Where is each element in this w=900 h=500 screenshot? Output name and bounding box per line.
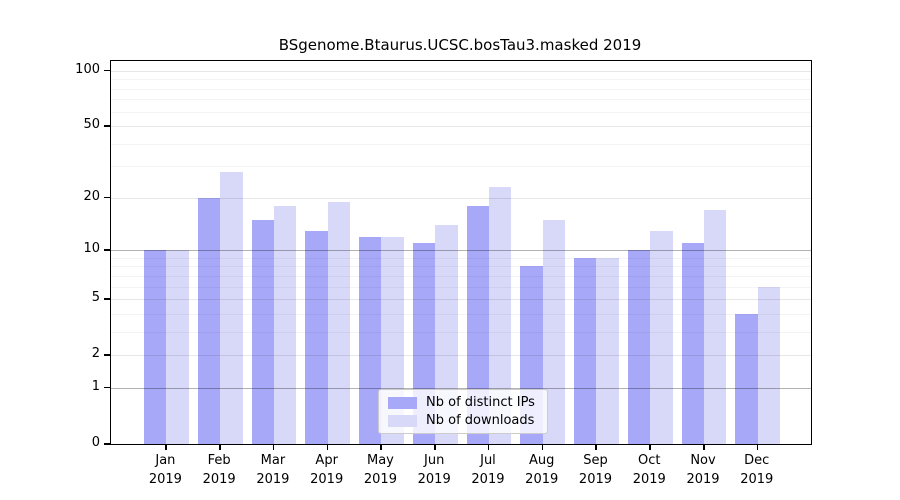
x-tick-feb bbox=[219, 445, 221, 450]
legend-label-downloads: Nb of downloads bbox=[426, 413, 535, 428]
y-tick-1 bbox=[104, 386, 110, 389]
y-tick-label-10: 10 bbox=[83, 241, 100, 257]
gridline-3 bbox=[111, 331, 811, 333]
bar-downloads-oct bbox=[650, 230, 673, 444]
bar-downloads-jan bbox=[166, 250, 189, 444]
gridline-80 bbox=[111, 88, 811, 90]
bar-distinct-ips-jul bbox=[466, 205, 489, 444]
y-tick-label-20: 20 bbox=[83, 188, 100, 204]
x-tick-label-jul: Jul 2019 bbox=[471, 453, 505, 487]
gridline-9 bbox=[111, 257, 811, 259]
y-tick-label-2: 2 bbox=[91, 346, 100, 362]
gridline-30 bbox=[111, 166, 811, 168]
bar-downloads-mar bbox=[273, 205, 297, 444]
y-tick-10 bbox=[104, 249, 110, 251]
gridline-70 bbox=[111, 99, 811, 101]
gridline-40 bbox=[111, 143, 811, 145]
x-tick-sep bbox=[595, 445, 597, 450]
x-tick-may bbox=[380, 445, 382, 450]
legend-row-distinct-ips: Nb of distinct IPs bbox=[388, 395, 535, 410]
plot-area bbox=[110, 60, 812, 445]
y-tick-label-50: 50 bbox=[83, 117, 100, 133]
x-tick-label-sep: Sep 2019 bbox=[578, 453, 613, 487]
legend: Nb of distinct IPs Nb of downloads bbox=[378, 389, 548, 434]
y-tick-label-0: 0 bbox=[91, 435, 100, 450]
x-tick-mar bbox=[272, 445, 275, 450]
legend-row-downloads: Nb of downloads bbox=[388, 413, 535, 428]
bar-distinct-ips-mar bbox=[251, 219, 274, 444]
bar-distinct-ips-sep bbox=[574, 257, 597, 444]
bar-downloads-sep bbox=[596, 257, 619, 444]
bar-downloads-jul bbox=[488, 187, 512, 444]
gridline-2 bbox=[111, 355, 811, 357]
x-tick-label-dec: Dec 2019 bbox=[740, 453, 774, 487]
x-tick-nov bbox=[703, 445, 705, 450]
x-tick-aug bbox=[541, 445, 544, 450]
x-tick-jun bbox=[434, 445, 436, 450]
x-tick-label-feb: Feb 2019 bbox=[202, 453, 236, 487]
y-tick-label-5: 5 bbox=[91, 290, 100, 306]
gridline-10 bbox=[111, 250, 811, 252]
gridline-7 bbox=[111, 275, 811, 277]
legend-swatch-downloads bbox=[388, 414, 417, 427]
chart-title: BSgenome.Btaurus.UCSC.bosTau3.masked 201… bbox=[278, 36, 642, 54]
x-tick-label-mar: Mar 2019 bbox=[256, 453, 290, 487]
x-tick-label-may: May 2019 bbox=[363, 453, 397, 487]
gridline-5 bbox=[111, 299, 811, 301]
y-tick-label-1: 1 bbox=[91, 378, 100, 394]
y-tick-0 bbox=[104, 443, 110, 445]
x-tick-dec bbox=[756, 445, 759, 450]
x-tick-label-oct: Oct 2019 bbox=[632, 453, 666, 487]
x-tick-oct bbox=[649, 445, 651, 450]
legend-label-distinct-ips: Nb of distinct IPs bbox=[426, 395, 535, 410]
legend-swatch-distinct-ips bbox=[388, 396, 417, 409]
gridline-90 bbox=[111, 79, 811, 81]
bar-downloads-dec bbox=[757, 286, 781, 444]
x-tick-label-apr: Apr 2019 bbox=[310, 453, 344, 487]
x-tick-jul bbox=[487, 445, 490, 450]
y-tick-20 bbox=[104, 196, 110, 199]
gridline-20 bbox=[111, 197, 811, 199]
bar-downloads-apr bbox=[327, 201, 351, 444]
bar-distinct-ips-dec bbox=[735, 313, 758, 444]
bar-distinct-ips-oct bbox=[627, 250, 651, 444]
gridline-100 bbox=[111, 70, 811, 72]
bar-distinct-ips-nov bbox=[681, 243, 704, 444]
bar-distinct-ips-may bbox=[359, 236, 382, 444]
x-tick-label-nov: Nov 2019 bbox=[686, 453, 720, 487]
gridline-60 bbox=[111, 111, 811, 113]
x-tick-apr bbox=[326, 445, 329, 450]
y-tick-100 bbox=[104, 69, 110, 72]
gridline-1 bbox=[111, 387, 811, 389]
gridline-8 bbox=[111, 266, 811, 268]
x-tick-label-aug: Aug 2019 bbox=[525, 453, 559, 487]
gridline-6 bbox=[111, 286, 811, 288]
x-tick-label-jan: Jan 2019 bbox=[148, 453, 182, 487]
bar-distinct-ips-jan bbox=[144, 250, 167, 444]
x-tick-label-jun: Jun 2019 bbox=[417, 453, 451, 487]
y-tick-2 bbox=[104, 354, 110, 356]
y-tick-50 bbox=[104, 125, 110, 127]
bar-distinct-ips-apr bbox=[305, 230, 328, 444]
bar-downloads-nov bbox=[704, 210, 727, 444]
bar-downloads-feb bbox=[220, 171, 243, 444]
gridline-4 bbox=[111, 313, 811, 315]
gridline-50 bbox=[111, 126, 811, 128]
y-tick-label-100: 100 bbox=[75, 61, 100, 77]
y-tick-5 bbox=[104, 298, 110, 300]
x-tick-jan bbox=[165, 445, 167, 450]
bar-downloads-aug bbox=[542, 219, 566, 444]
bar-distinct-ips-feb bbox=[197, 197, 221, 444]
